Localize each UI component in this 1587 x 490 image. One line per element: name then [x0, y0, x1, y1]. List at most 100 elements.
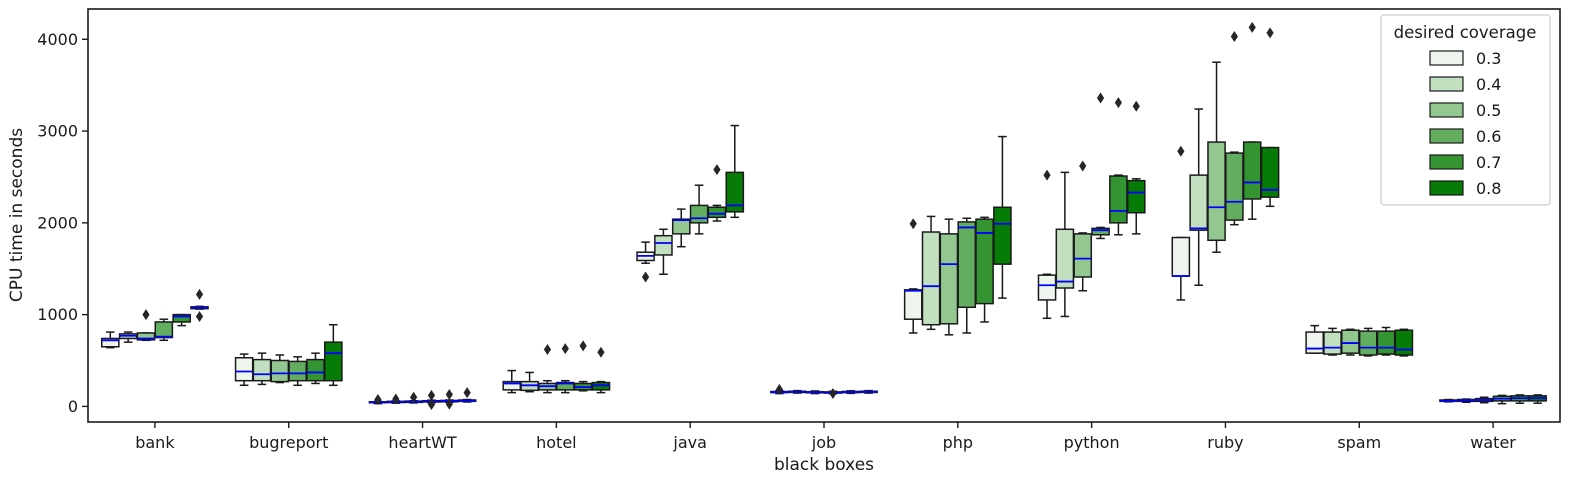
x-tick-label: java — [672, 433, 707, 452]
box-water-0.8 — [1528, 394, 1548, 404]
outlier-point — [1230, 31, 1238, 43]
outlier-point — [195, 288, 204, 300]
box-iqr — [957, 221, 977, 309]
box-iqr — [1323, 331, 1342, 355]
y-tick-label: 1000 — [37, 305, 78, 324]
box-java-0.7 — [707, 164, 727, 222]
box-iqr — [921, 231, 941, 326]
x-tick-label: hotel — [536, 433, 577, 452]
box-ruby-0.8 — [1260, 27, 1280, 208]
box-python-0.8 — [1126, 100, 1146, 235]
x-tick-label: ruby — [1207, 433, 1243, 452]
box-spam-0.3 — [1305, 324, 1324, 354]
x-tick-label: python — [1064, 433, 1120, 452]
outlier-point — [410, 391, 418, 403]
legend-swatch — [1429, 180, 1464, 196]
box-iqr — [993, 206, 1012, 265]
box-iqr — [324, 341, 343, 382]
box-water-0.7 — [1510, 394, 1530, 404]
outlier-point — [1132, 100, 1140, 112]
y-axis-title: CPU time in seconds — [7, 128, 27, 302]
box-iqr — [939, 233, 959, 325]
x-tick-label: bank — [135, 433, 175, 452]
outlier-point — [1266, 27, 1274, 39]
outlier-point — [392, 393, 400, 405]
y-tick-label: 2000 — [37, 213, 78, 232]
box-iqr — [1358, 330, 1378, 356]
outlier-point — [561, 343, 569, 355]
box-iqr — [975, 218, 994, 305]
box-ruby-0.7 — [1242, 21, 1262, 220]
box-php-0.8 — [993, 135, 1012, 299]
x-axis: bank bugreport heartWT hotel java job php pytho… — [135, 422, 1516, 452]
box-iqr — [100, 337, 120, 348]
outlier-point — [1248, 21, 1256, 33]
box-ruby-0.5 — [1207, 61, 1226, 253]
box-iqr — [1341, 329, 1360, 354]
box-iqr — [1260, 146, 1280, 198]
box-iqr — [1073, 233, 1093, 278]
box-water-0.6 — [1492, 394, 1512, 405]
legend-swatch — [1429, 76, 1464, 92]
outlier-point — [142, 309, 150, 321]
legend-entries: 0.3 0.4 0.5 0.6 0.7 0.8 — [1429, 49, 1501, 198]
box-heartWT-0.7 — [439, 388, 459, 410]
plot-frame — [87, 8, 1561, 423]
box-job-0.5 — [805, 390, 825, 395]
box-iqr — [725, 171, 745, 213]
y-axis: 0 1000 2000 3000 4000 — [37, 30, 88, 416]
box-iqr — [1126, 179, 1146, 214]
legend-swatch — [1429, 50, 1464, 66]
box-iqr — [1376, 330, 1396, 355]
x-tick-label: job — [811, 433, 836, 452]
box-java-0.3 — [636, 241, 655, 283]
box-iqr — [270, 359, 290, 383]
box-water-0.3 — [1439, 398, 1458, 403]
box-bugreport-0.8 — [324, 323, 343, 387]
box-job-0.7 — [841, 390, 861, 395]
box-php-0.7 — [975, 216, 994, 323]
box-spam-0.4 — [1323, 327, 1342, 356]
box-hotel-0.5 — [538, 343, 557, 394]
box-bank-0.8 — [190, 288, 209, 322]
box-iqr — [172, 313, 191, 323]
outlier-point — [195, 310, 204, 322]
legend-label: 0.5 — [1476, 101, 1501, 120]
box-hotel-0.4 — [520, 371, 539, 393]
box-iqr — [154, 321, 174, 339]
legend-label: 0.3 — [1476, 49, 1501, 68]
legend-label: 0.4 — [1476, 75, 1501, 94]
box-bugreport-0.5 — [270, 354, 290, 384]
box-python-0.7 — [1109, 97, 1128, 236]
box-iqr — [903, 289, 923, 320]
y-tick-label: 3000 — [37, 122, 78, 141]
box-iqr — [1171, 236, 1191, 277]
box-job-0.4 — [787, 389, 807, 394]
outlier-point — [445, 388, 453, 400]
x-tick-label: heartWT — [388, 433, 456, 452]
outlier-point — [427, 389, 436, 401]
box-water-0.4 — [1457, 398, 1476, 404]
box-iqr — [1055, 228, 1075, 289]
legend-label: 0.6 — [1476, 127, 1501, 146]
box-java-0.5 — [671, 208, 691, 248]
box-iqr — [1037, 274, 1057, 301]
box-iqr — [1242, 141, 1262, 200]
box-java-0.6 — [689, 184, 709, 235]
outlier-point — [775, 383, 783, 395]
outlier-point — [1079, 160, 1087, 172]
box-iqr — [1225, 152, 1244, 221]
box-python-0.5 — [1073, 160, 1093, 292]
box-bugreport-0.7 — [306, 352, 325, 385]
box-ruby-0.4 — [1189, 108, 1209, 287]
legend: desired coverage 0.3 0.4 0.5 0.6 0.7 0.8 — [1380, 14, 1551, 206]
outlier-point — [543, 343, 552, 355]
outlier-point — [1096, 92, 1105, 104]
outlier-point — [463, 387, 471, 399]
box-bugreport-0.3 — [234, 353, 254, 387]
box-php-0.5 — [939, 218, 959, 336]
box-ruby-0.6 — [1225, 31, 1244, 226]
outlier-point — [641, 271, 650, 283]
box-hotel-0.3 — [502, 369, 522, 394]
